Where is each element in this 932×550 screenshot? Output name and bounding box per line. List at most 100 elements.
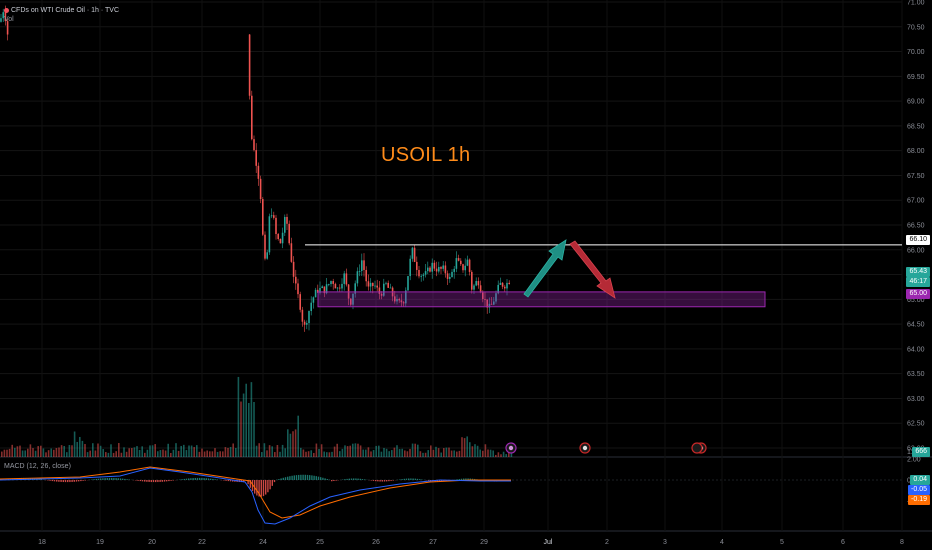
volume-bar (453, 450, 455, 457)
candle-body (279, 238, 282, 244)
candle-body (288, 223, 290, 244)
candle-body (451, 271, 453, 278)
volume-bar (362, 449, 364, 457)
macd-histogram-bar (205, 478, 207, 480)
volume-bar (198, 451, 201, 457)
price-tick-label: 69.50 (907, 74, 925, 81)
macd-histogram-bar (401, 479, 403, 480)
candle-body (477, 281, 480, 286)
candle-body (453, 268, 455, 272)
macd-histogram-bar (196, 477, 199, 480)
macd-histogram-bar (75, 480, 78, 482)
macd-histogram-bar (144, 480, 146, 482)
macd-histogram-bar (333, 480, 335, 481)
macd-histogram-bar (150, 480, 152, 483)
macd-histogram-bar (100, 478, 102, 480)
macd-histogram-bar (97, 478, 100, 480)
candle-body (427, 267, 429, 272)
macd-histogram-bar (441, 480, 443, 482)
candle-body (508, 282, 510, 285)
candle-body (330, 281, 332, 285)
price-tag-level: 66.10 (906, 235, 930, 245)
volume-bar (341, 448, 344, 457)
macd-histogram-bar (148, 480, 150, 482)
volume-bar (146, 449, 149, 457)
macd-histogram-bar (346, 478, 348, 480)
volume-bar (380, 451, 383, 457)
volume-bar (383, 447, 385, 457)
volume-bar (47, 450, 50, 457)
candle-body (411, 247, 414, 259)
volume-bar (222, 451, 224, 457)
volume-bar (34, 450, 37, 457)
candle-body (409, 258, 411, 277)
candle-body (440, 267, 442, 269)
macd-histogram-bar (234, 480, 236, 482)
volume-bar (310, 450, 312, 457)
macd-histogram-bar (306, 474, 309, 480)
macd-histogram-bar (207, 478, 210, 480)
volume-bar (32, 448, 34, 457)
volume-bar (6, 449, 8, 457)
volume-bar (510, 451, 513, 457)
price-tick-label: 65.00 (907, 297, 925, 304)
candle-body (350, 298, 352, 305)
macd-histogram-bar (78, 480, 80, 482)
volume-bar (482, 450, 484, 457)
volume-bar (94, 450, 97, 457)
volume-bar (107, 452, 110, 457)
macd-histogram-bar (419, 479, 421, 480)
macd-tag-hist: 0.04 (910, 475, 930, 485)
volume-bar (411, 443, 414, 457)
volume-bar (224, 447, 227, 457)
volume-bar (287, 429, 289, 457)
candle-body (361, 260, 363, 272)
volume-bar (211, 451, 214, 457)
candle-body (312, 297, 315, 303)
down-arrow (569, 240, 616, 299)
volume-bar (115, 451, 117, 457)
macd-histogram-bar (157, 480, 159, 483)
volume-bar (302, 449, 305, 457)
candle-body (325, 284, 328, 294)
macd-histogram-bar (438, 480, 441, 482)
volume-bar (323, 451, 325, 457)
volume-bar (502, 451, 505, 457)
macd-histogram-bar (309, 475, 311, 480)
volume-series (1, 376, 513, 457)
macd-label: MACD (12, 26, close) (4, 463, 71, 470)
candle-body (308, 311, 310, 324)
candle-body (259, 178, 262, 200)
time-tick-label: 22 (198, 539, 206, 546)
macd-histogram-bar (122, 478, 124, 480)
price-tick-label: 70.00 (907, 49, 925, 56)
candle-body (352, 293, 354, 305)
macd-histogram-bar (227, 480, 229, 482)
volume-bar (1, 451, 3, 457)
macd-histogram-bar (212, 478, 214, 480)
candle-body (290, 243, 293, 262)
macd-histogram-bar (146, 480, 148, 482)
candle-body (341, 283, 343, 289)
candle-body (251, 95, 253, 140)
macd-histogram-bar (324, 478, 326, 480)
macd-histogram-bar (159, 480, 161, 482)
macd-histogram-bar (243, 480, 245, 483)
macd-histogram-bar (403, 478, 405, 480)
macd-histogram-bar (335, 480, 337, 481)
macd-histogram-bar (421, 479, 423, 480)
candle-body (400, 300, 403, 303)
volume-bar (188, 445, 190, 457)
candle-body (374, 285, 376, 287)
macd-histogram-bar (181, 479, 183, 480)
volume-bar (466, 436, 468, 457)
macd-histogram-bar (56, 480, 58, 482)
macd-histogram-bar (388, 480, 390, 482)
volume-bar (448, 447, 450, 457)
candle-body (354, 283, 356, 294)
macd-histogram-bar (95, 478, 97, 480)
volume-bar (185, 450, 188, 457)
candle-body (493, 301, 495, 305)
macd-histogram-bar (410, 478, 412, 480)
